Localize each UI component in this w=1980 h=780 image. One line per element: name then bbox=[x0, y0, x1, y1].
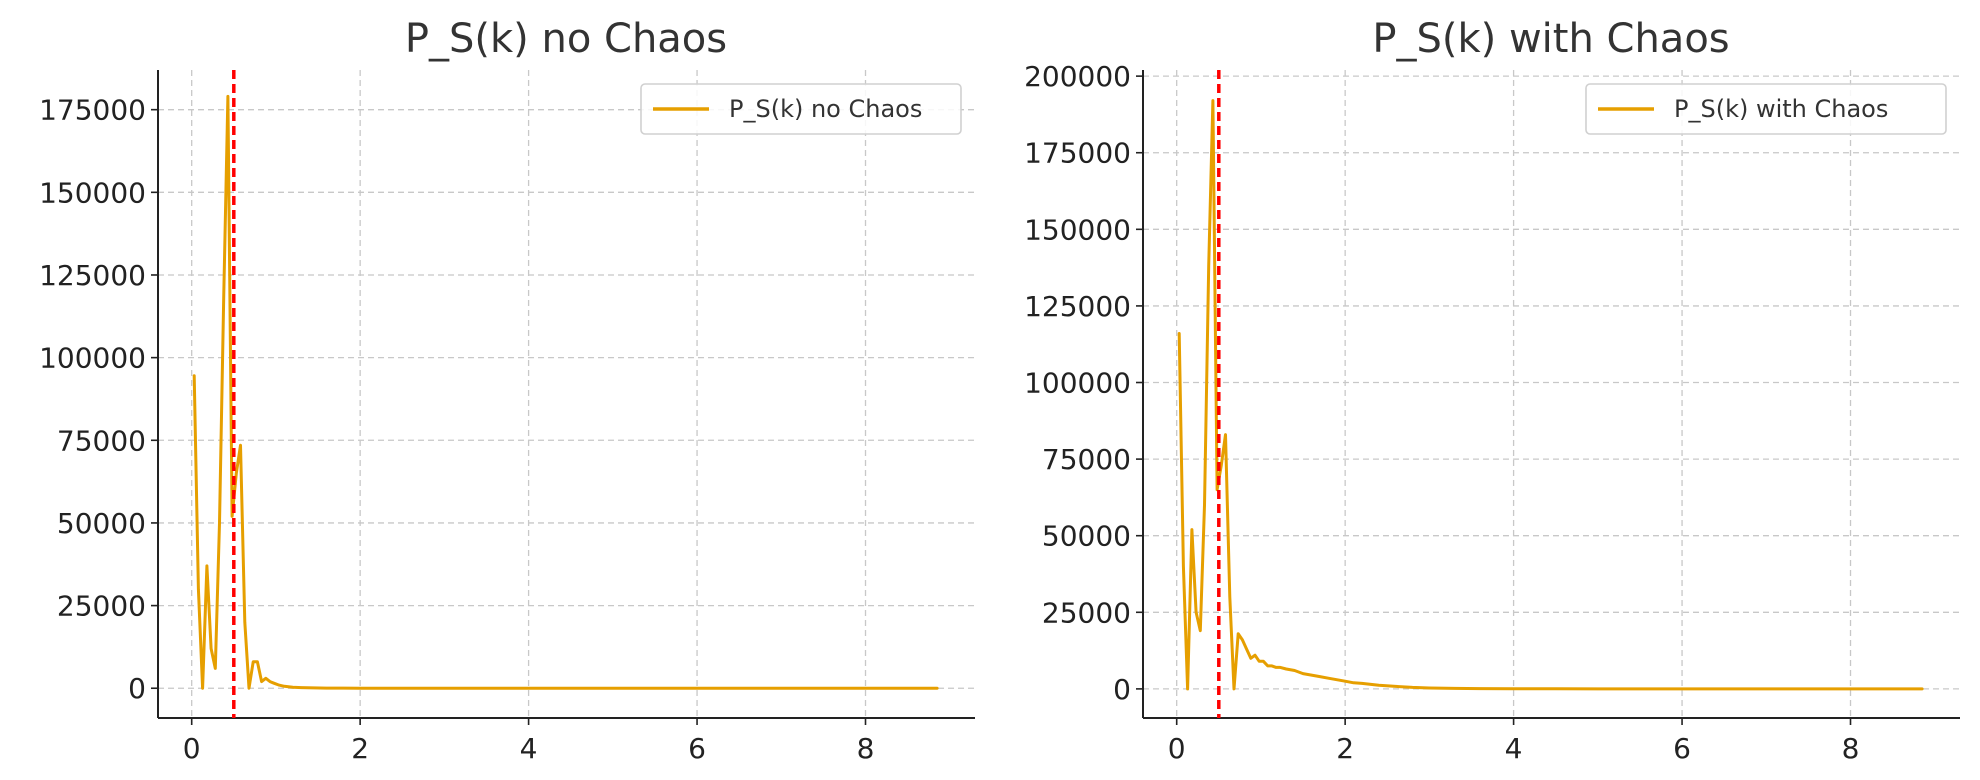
chart1-x-tick-label: 4 bbox=[1505, 732, 1523, 765]
chart0-y-tick-label: 150000 bbox=[39, 176, 146, 209]
chart1-x-tick-label: 2 bbox=[1336, 732, 1354, 765]
chart0-title: P_S(k) no Chaos bbox=[405, 16, 727, 62]
chart1-y-tick-label: 125000 bbox=[1024, 290, 1131, 323]
chart1-series-line-0 bbox=[1177, 99, 1924, 691]
chart1-x-tick-label: 0 bbox=[1168, 732, 1186, 765]
chart1-y-tick-label: 200000 bbox=[1024, 60, 1131, 93]
chart1-legend-box bbox=[1585, 83, 1947, 135]
chart1-y-tick-label: 100000 bbox=[1024, 367, 1131, 400]
chart0-series-line-0 bbox=[192, 94, 939, 690]
chart0-y-tick-label: 75000 bbox=[57, 424, 146, 457]
chart0-x-tick-label: 0 bbox=[183, 732, 201, 765]
chart1-y-tick-label: 0 bbox=[1113, 673, 1131, 706]
chart1-legend: P_S(k) with Chaos bbox=[1585, 83, 1947, 135]
chart1-y-tick-label: 75000 bbox=[1042, 443, 1131, 476]
chart0-y-tick-label: 175000 bbox=[39, 94, 146, 127]
chart0-x-tick-label: 4 bbox=[520, 732, 538, 765]
chart0-x-tick-label: 2 bbox=[351, 732, 369, 765]
chart1-y-tick-label: 25000 bbox=[1042, 596, 1131, 629]
chart1-x-tick-label: 8 bbox=[1842, 732, 1860, 765]
chart0-legend-label: P_S(k) no Chaos bbox=[729, 95, 922, 123]
chart0-y-tick-label: 100000 bbox=[39, 342, 146, 375]
chart0-x-tick-label: 8 bbox=[857, 732, 875, 765]
chart1-legend-label: P_S(k) with Chaos bbox=[1674, 95, 1888, 123]
chart0-y-tick-label: 50000 bbox=[57, 507, 146, 540]
chart0-legend: P_S(k) no Chaos bbox=[640, 83, 962, 135]
chart-with-chaos: 0 2 4 6 8 0 25000 50000 75000 100000 125000 150000 1… bbox=[1024, 16, 1960, 765]
chart1-x-tick-label: 6 bbox=[1673, 732, 1691, 765]
chart0-y-tick-label: 125000 bbox=[39, 259, 146, 292]
chart1-y-tick-label: 150000 bbox=[1024, 213, 1131, 246]
chart1-title: P_S(k) with Chaos bbox=[1372, 16, 1729, 62]
chart0-y-tick-label: 0 bbox=[128, 672, 146, 705]
chart1-y-tick-label: 175000 bbox=[1024, 137, 1131, 170]
chart1-y-tick-label: 50000 bbox=[1042, 520, 1131, 553]
chart0-x-tick-label: 6 bbox=[688, 732, 706, 765]
chart0-y-tick-label: 25000 bbox=[57, 590, 146, 623]
chart-no-chaos: 0 2 4 6 8 0 25000 50000 75000 100000 125000 150000 1… bbox=[39, 16, 975, 765]
chart0-legend-box bbox=[640, 83, 962, 135]
